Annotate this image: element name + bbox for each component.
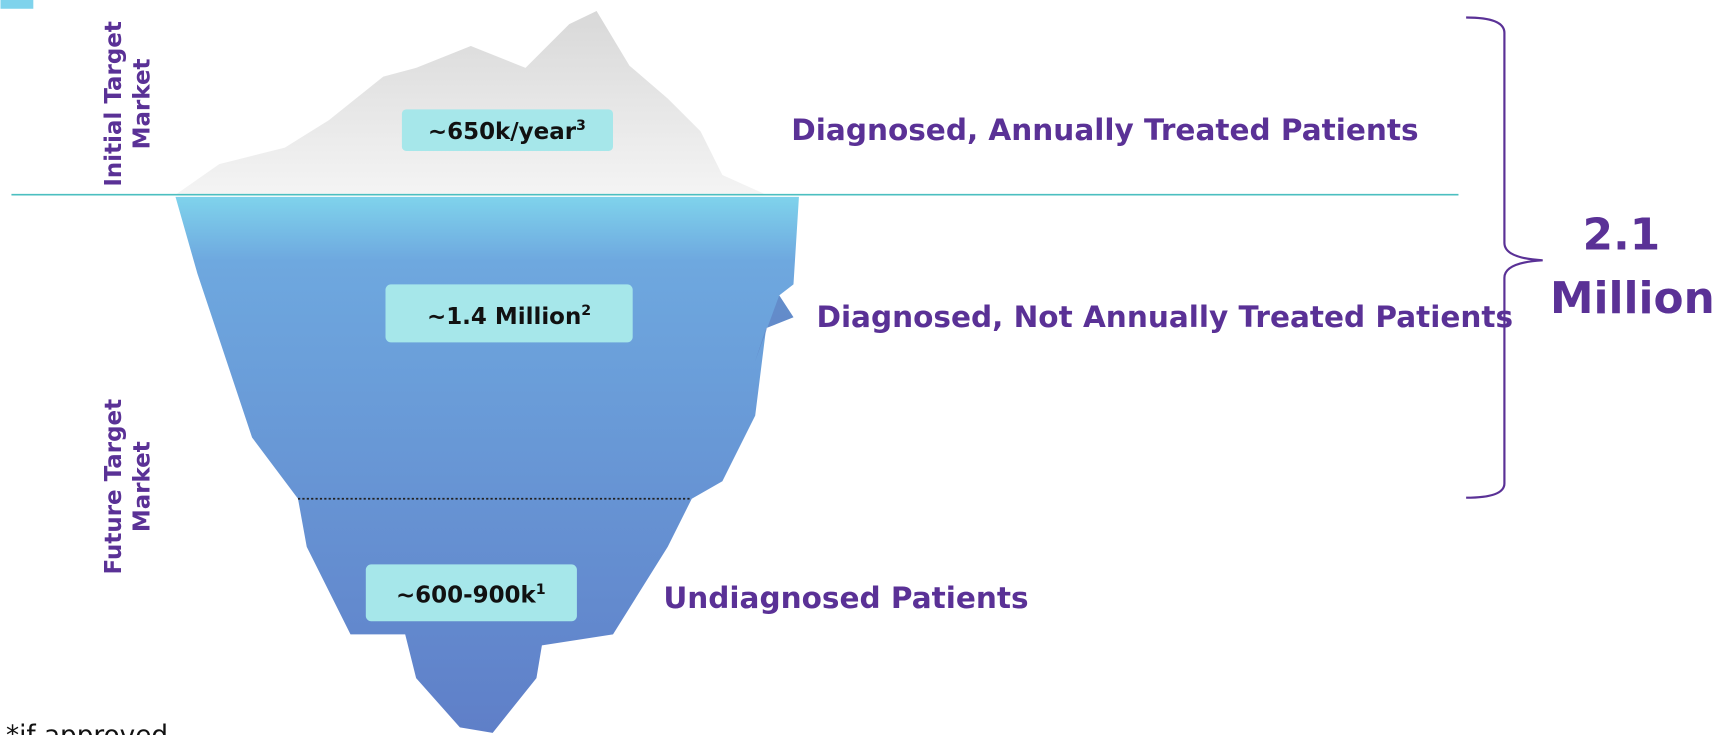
iceberg-diagram: Initial Target Market Future Target Mark…: [0, 0, 1716, 735]
total: 2.1: [1583, 209, 1661, 260]
future-label: Future Target Market: [101, 399, 155, 575]
description: Diagnosed, Not Annually Treated Patients: [816, 300, 1513, 334]
text: ~600-900k: [396, 583, 537, 609]
text: 2: [581, 303, 591, 319]
description: Undiagnosed Patients: [663, 581, 1028, 615]
value-text: ~600-900k1: [396, 582, 546, 609]
text: 1: [536, 582, 546, 598]
side-label: Market: [129, 58, 155, 149]
value-text: ~1.4 Million2: [427, 303, 591, 330]
total: Million: [1550, 273, 1715, 324]
page: {"side_labels": {"initial": ["Initial Ta…: [0, 0, 1716, 735]
text: ~650k/year: [428, 119, 577, 145]
iceberg-top: [176, 11, 767, 195]
side-label: Market: [129, 441, 155, 532]
text: 3: [576, 118, 586, 134]
side-label: Future Target: [101, 399, 127, 575]
side-label: Initial Target: [101, 21, 127, 186]
corner-accent: [1, 0, 34, 9]
description: Diagnosed, Annually Treated Patients: [791, 113, 1418, 147]
value-text: ~650k/year3: [428, 118, 586, 145]
text: ~1.4 Million: [427, 304, 581, 330]
iceberg-underwater: [176, 197, 799, 733]
bracket: [1466, 18, 1543, 498]
footnote: *if approved: [6, 721, 168, 735]
initial-label: Initial Target Market: [101, 21, 155, 186]
